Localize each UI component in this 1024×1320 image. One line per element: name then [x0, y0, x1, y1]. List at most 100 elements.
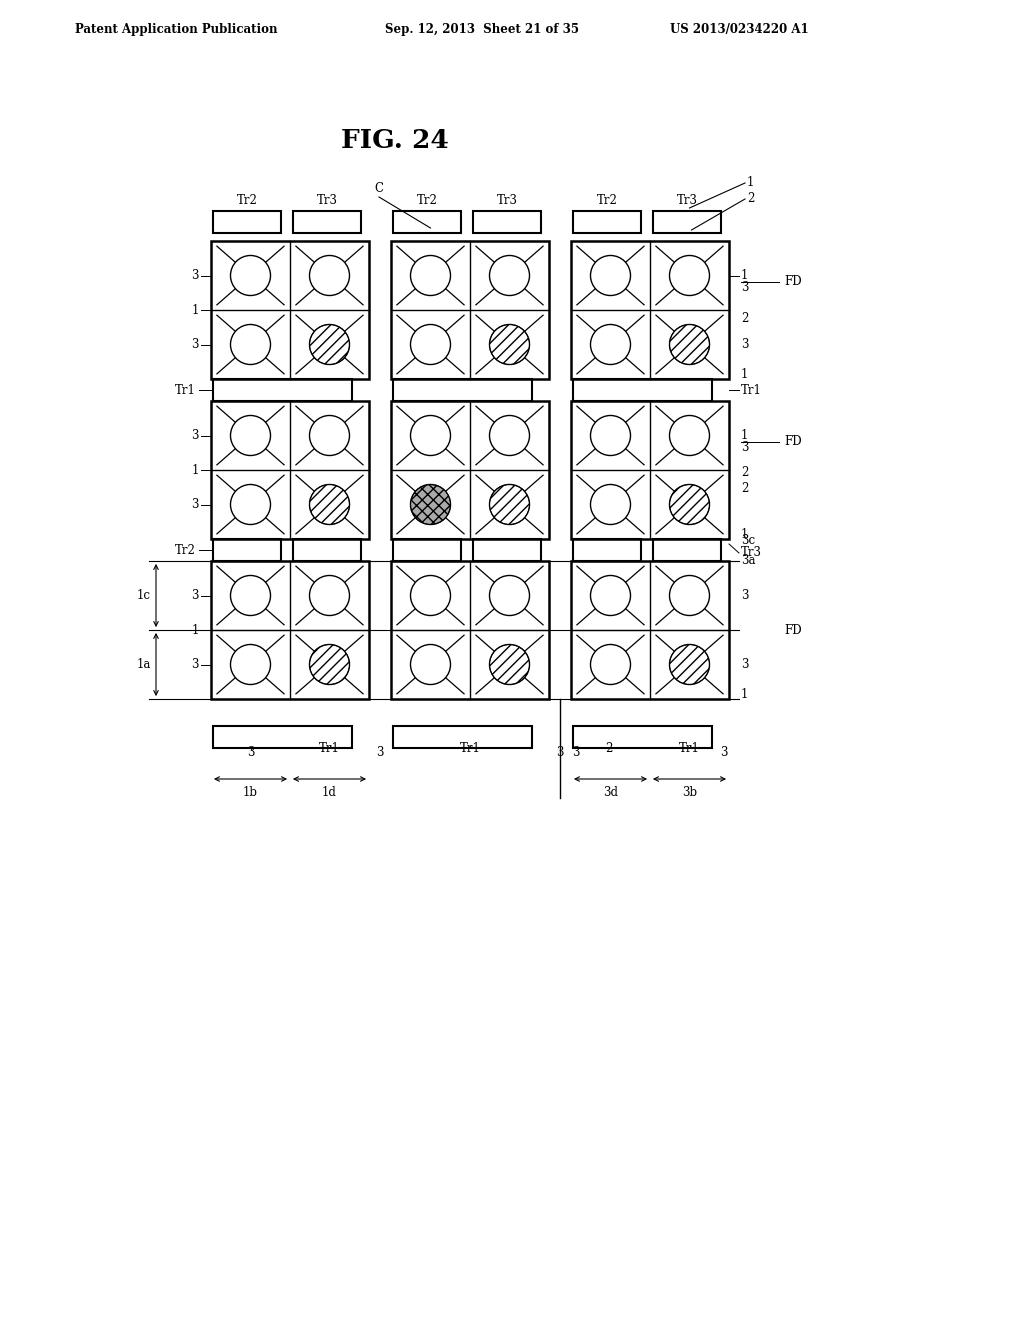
Circle shape	[489, 576, 529, 615]
Circle shape	[670, 256, 710, 296]
Circle shape	[411, 325, 451, 364]
Text: Sep. 12, 2013  Sheet 21 of 35: Sep. 12, 2013 Sheet 21 of 35	[385, 24, 579, 37]
Circle shape	[411, 484, 451, 524]
Text: US 2013/0234220 A1: US 2013/0234220 A1	[670, 24, 809, 37]
Circle shape	[411, 416, 451, 455]
Text: 3: 3	[191, 338, 199, 351]
Bar	[393, 539, 461, 561]
Circle shape	[411, 644, 451, 685]
Text: Tr1: Tr1	[319, 742, 340, 755]
Text: 1: 1	[741, 269, 749, 282]
Circle shape	[411, 256, 451, 296]
Text: 1: 1	[741, 368, 749, 381]
Text: FD: FD	[784, 436, 802, 447]
Text: 3: 3	[191, 269, 199, 282]
Text: Patent Application Publication: Patent Application Publication	[75, 24, 278, 37]
Text: 2: 2	[746, 193, 755, 206]
Text: 3c: 3c	[741, 533, 755, 546]
Text: 1: 1	[191, 304, 199, 317]
Text: 3: 3	[720, 746, 728, 759]
Text: 3: 3	[741, 338, 749, 351]
Circle shape	[230, 484, 270, 524]
Text: Tr1: Tr1	[175, 384, 196, 396]
Circle shape	[670, 576, 710, 615]
Text: Tr2: Tr2	[175, 544, 196, 557]
Circle shape	[230, 325, 270, 364]
Circle shape	[591, 325, 631, 364]
Text: 1c: 1c	[137, 589, 151, 602]
Text: 3a: 3a	[741, 553, 756, 566]
Text: 3: 3	[247, 746, 254, 759]
Bar	[573, 379, 712, 401]
Bar	[393, 726, 532, 748]
Text: 3: 3	[556, 746, 564, 759]
Bar	[393, 379, 532, 401]
Text: 1b: 1b	[243, 787, 258, 800]
Text: 2: 2	[741, 482, 749, 495]
Text: 3d: 3d	[603, 787, 618, 800]
Bar	[211, 242, 369, 379]
Bar	[573, 539, 641, 561]
Bar	[571, 401, 729, 539]
Bar	[391, 401, 549, 539]
Text: 1: 1	[741, 528, 749, 541]
Circle shape	[230, 644, 270, 685]
Circle shape	[670, 484, 710, 524]
Text: FD: FD	[784, 275, 802, 288]
Text: 2: 2	[741, 312, 749, 325]
Text: 1a: 1a	[136, 657, 151, 671]
Text: 3: 3	[191, 498, 199, 511]
Text: 1: 1	[191, 623, 199, 636]
Text: Tr3: Tr3	[497, 194, 517, 207]
Bar	[213, 539, 281, 561]
Text: 2: 2	[605, 742, 612, 755]
Text: Tr2: Tr2	[237, 194, 257, 207]
Text: 3b: 3b	[682, 787, 697, 800]
Circle shape	[591, 576, 631, 615]
Text: Tr2: Tr2	[417, 194, 437, 207]
Bar	[391, 561, 549, 700]
Bar	[211, 561, 369, 700]
Text: 1: 1	[191, 463, 199, 477]
Bar	[573, 726, 712, 748]
Bar	[213, 379, 352, 401]
Circle shape	[230, 576, 270, 615]
Circle shape	[591, 256, 631, 296]
Text: Tr2: Tr2	[597, 194, 617, 207]
Text: Tr3: Tr3	[677, 194, 697, 207]
Bar	[473, 539, 541, 561]
Text: C: C	[375, 182, 384, 195]
Text: Tr3: Tr3	[741, 546, 762, 560]
Text: 3: 3	[741, 589, 749, 602]
Circle shape	[591, 644, 631, 685]
Bar	[211, 401, 369, 539]
Text: 3: 3	[572, 746, 580, 759]
Bar	[293, 211, 360, 234]
Circle shape	[591, 416, 631, 455]
Circle shape	[489, 644, 529, 685]
Circle shape	[489, 325, 529, 364]
Bar	[573, 211, 641, 234]
Text: Tr1: Tr1	[460, 742, 480, 755]
Bar	[473, 211, 541, 234]
Circle shape	[489, 416, 529, 455]
Bar	[571, 242, 729, 379]
Circle shape	[411, 576, 451, 615]
Circle shape	[230, 416, 270, 455]
Circle shape	[591, 484, 631, 524]
Text: Tr1: Tr1	[679, 742, 700, 755]
Circle shape	[670, 325, 710, 364]
Text: 1: 1	[746, 177, 755, 190]
Bar	[653, 211, 721, 234]
Circle shape	[309, 576, 349, 615]
Circle shape	[230, 256, 270, 296]
Circle shape	[309, 325, 349, 364]
Circle shape	[309, 256, 349, 296]
Text: 1: 1	[741, 689, 749, 701]
Text: 2: 2	[741, 466, 749, 479]
Bar	[293, 539, 360, 561]
Text: Tr3: Tr3	[316, 194, 338, 207]
Text: 3: 3	[191, 429, 199, 442]
Text: FIG. 24: FIG. 24	[341, 128, 449, 153]
Circle shape	[309, 484, 349, 524]
